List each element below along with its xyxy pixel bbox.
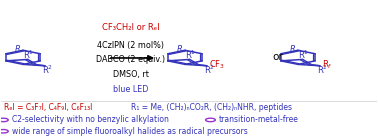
Text: R$^2$: R$^2$	[318, 64, 328, 76]
Text: R$_f$: R$_f$	[322, 58, 332, 71]
Text: CF₃CH₂I or RₑI: CF₃CH₂I or RₑI	[102, 23, 160, 32]
Text: R$^1$: R$^1$	[298, 49, 309, 61]
Text: RₑI = C₃F₇I, C₄F₉I, C₆F₁₃I: RₑI = C₃F₇I, C₄F₉I, C₆F₁₃I	[5, 103, 93, 112]
Text: DMSO, rt: DMSO, rt	[113, 70, 149, 79]
Text: R$^2$: R$^2$	[204, 64, 215, 76]
Text: 4CzIPN (2 mol%): 4CzIPN (2 mol%)	[97, 41, 164, 50]
Text: R: R	[177, 45, 183, 54]
Text: R$^1$: R$^1$	[185, 49, 196, 61]
Text: CF$_3$: CF$_3$	[209, 58, 225, 71]
Text: wide range of simple fluoroalkyl halides as radical precursors: wide range of simple fluoroalkyl halides…	[12, 127, 248, 136]
Text: R: R	[290, 45, 296, 54]
Text: R$^2$: R$^2$	[42, 64, 54, 76]
Text: R₁ = Me, (CH₂)ₙCO₂R, (CH₂)ₙNHR, peptides: R₁ = Me, (CH₂)ₙCO₂R, (CH₂)ₙNHR, peptides	[131, 103, 291, 112]
Text: or: or	[272, 52, 283, 62]
Text: transition-metal-free: transition-metal-free	[219, 115, 299, 124]
Text: R: R	[15, 45, 21, 54]
Text: blue LED: blue LED	[113, 85, 148, 94]
Text: R$^1$: R$^1$	[23, 49, 34, 61]
Text: DABCO (2 equiv.): DABCO (2 equiv.)	[96, 55, 165, 65]
Text: C2-selectivity with no benzylic alkylation: C2-selectivity with no benzylic alkylati…	[12, 115, 169, 124]
